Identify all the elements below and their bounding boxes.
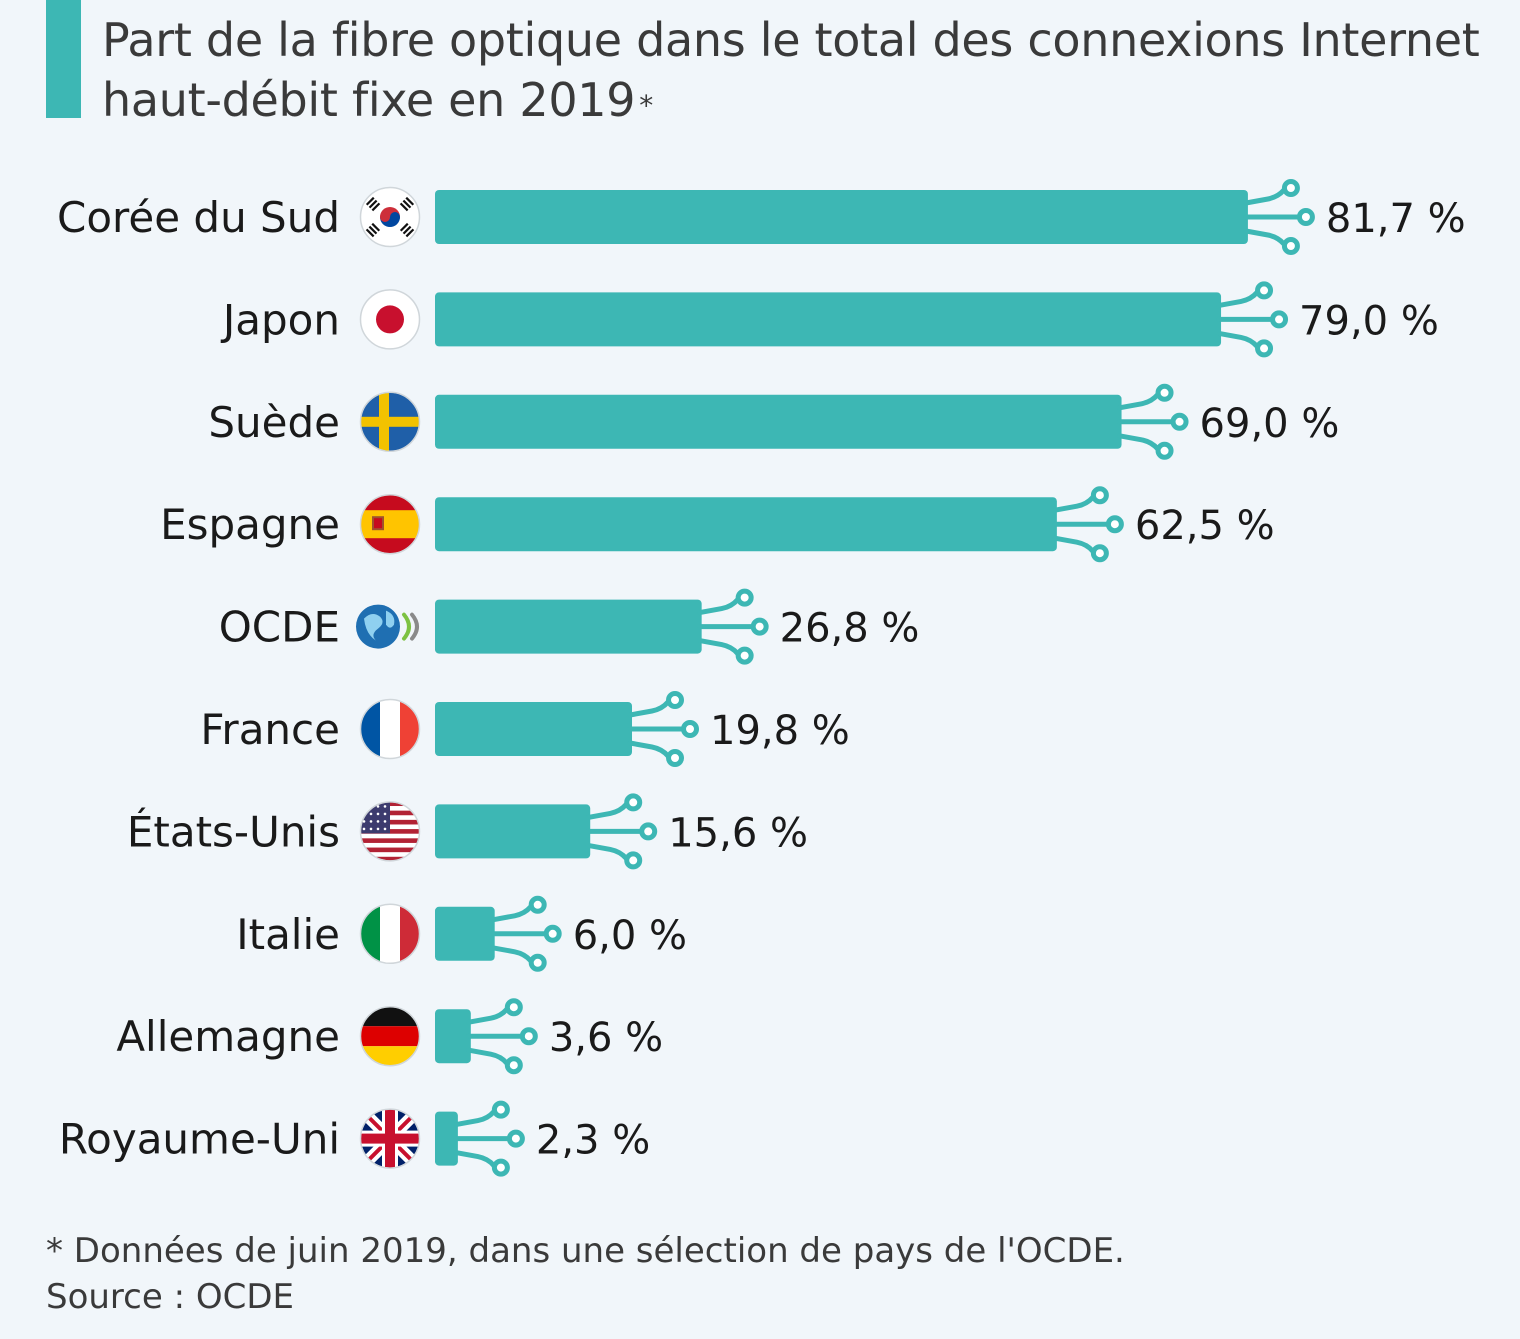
bar-espagne [435,497,1057,552]
category-label-italie: Italie [236,910,340,959]
bar-japon [435,292,1222,347]
bar-row-suede: Suède 69,0 % [208,383,1340,460]
footnote-text: * Données de juin 2019, dans une sélecti… [46,1231,1125,1271]
category-label-coree-du-sud: Corée du Sud [57,193,340,242]
value-label-suede: 69,0 % [1200,401,1340,447]
chart-title-text: Part de la fibre optique dans le total d… [102,13,1480,127]
spain-flag-icon [359,493,421,555]
germany-flag-icon [359,1005,421,1067]
bar-row-royaume-uni: Royaume-Uni 2,3 % [59,1100,650,1177]
fiber-connector-icon [1216,281,1289,358]
fiber-connector-icon [585,793,658,870]
fiber-connector-icon [697,588,769,665]
japan-flag-icon [359,289,421,350]
oecd-logo-icon [356,604,419,649]
sweden-flag-icon [359,391,421,453]
category-label-royaume-uni: Royaume-Uni [59,1115,340,1164]
bar-row-italie: Italie 6,0 % [236,895,687,972]
usa-flag-icon [359,801,421,862]
fiber-connector-icon [627,691,700,767]
bar-row-japon: Japon 79,0 % [220,281,1439,358]
uk-flag-icon [359,1108,421,1169]
bar-row-coree-du-sud: Corée du Sud 81,7 % [57,179,1466,255]
bar-royaume-uni [435,1111,458,1166]
south-korea-flag-icon [359,186,421,248]
fiber-connector-icon [453,1100,525,1177]
value-label-etats-unis: 15,6 % [668,810,808,856]
fiber-connector-icon [1243,179,1315,255]
category-label-suede: Suède [208,398,340,447]
value-label-espagne: 62,5 % [1135,503,1275,549]
value-label-royaume-uni: 2,3 % [536,1118,650,1164]
fiber-connector-icon [1117,383,1189,460]
bar-allemagne [435,1009,471,1064]
bar-italie [435,906,495,961]
chart-title: Part de la fibre optique dans le total d… [102,10,1482,130]
bar-row-ocde: OCDE 26,8 % [219,588,920,665]
bar-chart: Corée du Sud 81,7 % Japon 79,0 % Suède 69,0 %… [57,179,1466,1177]
category-label-allemagne: Allemagne [116,1012,340,1061]
category-label-espagne: Espagne [160,500,340,549]
value-label-japon: 79,0 % [1299,298,1439,344]
fiber-connector-icon [490,895,562,972]
bar-etats-unis [435,804,591,859]
title-accent-bar [46,0,81,118]
category-label-ocde: OCDE [219,603,340,652]
fiber-connector-icon [466,998,538,1075]
value-label-coree-du-sud: 81,7 % [1326,196,1466,242]
italy-flag-icon [359,903,421,965]
bar-row-france: France 19,8 % [200,691,850,767]
bar-suede [435,394,1122,449]
category-label-france: France [200,705,340,754]
value-label-france: 19,8 % [710,708,850,754]
category-label-etats-unis: États-Unis [127,806,340,856]
france-flag-icon [359,698,421,760]
value-label-ocde: 26,8 % [780,606,920,652]
category-label-japon: Japon [220,295,340,344]
bar-row-espagne: Espagne 62,5 % [160,486,1275,563]
title-footnote-marker: * [639,89,653,122]
bar-row-allemagne: Allemagne 3,6 % [116,998,663,1075]
chart-footnote: * Données de juin 2019, dans une sélecti… [46,1228,1125,1320]
value-label-italie: 6,0 % [573,913,687,959]
source-text: Source : OCDE [46,1277,295,1317]
bar-coree-du-sud [435,190,1248,244]
bar-ocde [435,599,702,654]
value-label-allemagne: 3,6 % [549,1015,663,1061]
bar-row-etats-unis: États-Unis 15,6 % [127,793,808,870]
fiber-connector-icon [1052,486,1124,563]
bar-france [435,702,633,756]
